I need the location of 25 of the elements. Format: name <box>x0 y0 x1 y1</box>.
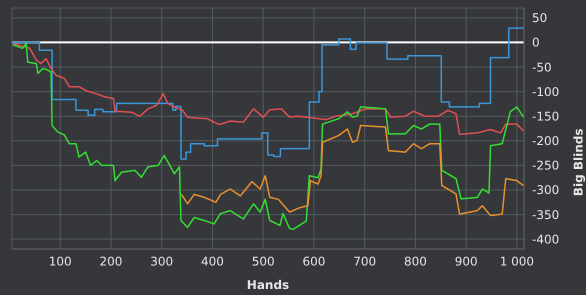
x-tick-label: 400 <box>200 254 224 269</box>
x-tick-label: 1 000 <box>500 254 534 269</box>
y-axis-title: Big Blinds <box>571 128 586 196</box>
x-tick-label: 600 <box>302 254 326 269</box>
x-tick-label: 500 <box>252 254 275 269</box>
line-series <box>180 124 524 216</box>
x-tick-label: 900 <box>454 254 478 269</box>
y-tick-label: -400 <box>532 232 560 246</box>
y-tick-label: 50 <box>532 11 548 26</box>
x-tick-label: 800 <box>404 254 427 269</box>
y-tick-label: -250 <box>532 158 560 173</box>
y-tick-label: -50 <box>532 60 552 74</box>
y-tick-label: -350 <box>532 208 560 222</box>
y-tick-label: -200 <box>532 134 560 148</box>
line-series <box>12 42 524 230</box>
x-tick-label: 200 <box>99 254 122 269</box>
line-series <box>12 42 524 136</box>
x-tick-label: 300 <box>150 254 174 269</box>
x-axis-title: Hands <box>246 278 290 292</box>
y-tick-label: 0 <box>532 36 540 50</box>
y-tick-label: -300 <box>532 183 560 198</box>
x-tick-label: 700 <box>353 254 376 269</box>
y-tick-label: -150 <box>532 109 560 124</box>
x-tick-label: 100 <box>48 254 72 269</box>
y-tick-label: -100 <box>532 84 560 99</box>
